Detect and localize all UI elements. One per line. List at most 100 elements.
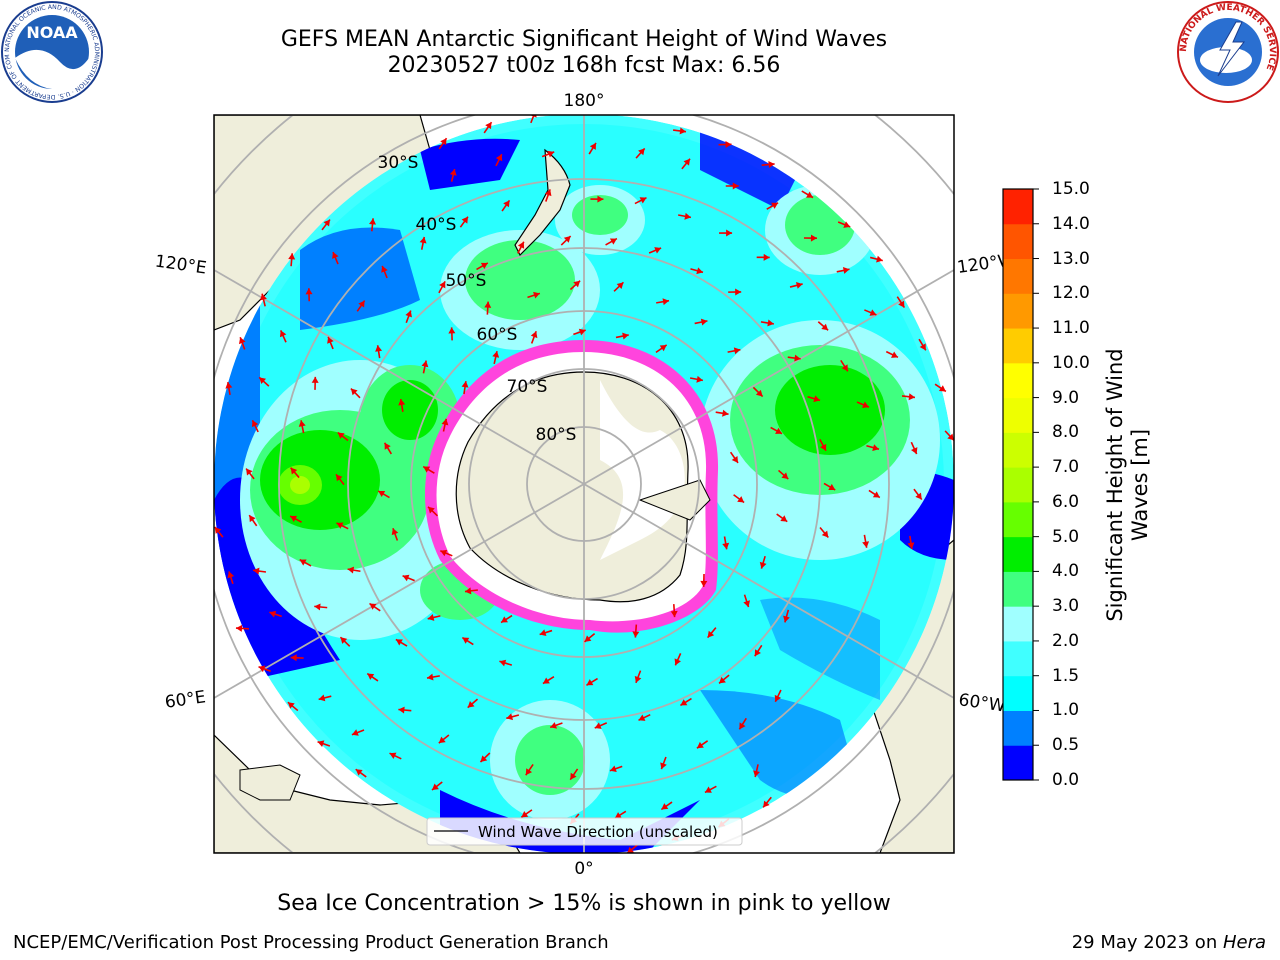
wave-arrow-head [351, 729, 359, 736]
wave-arrow-head [661, 803, 669, 810]
wave-arrow-head [290, 515, 298, 522]
wave-arrow-head [544, 189, 552, 197]
colorbar-segment [1003, 189, 1033, 225]
wave-arrow-head [634, 675, 642, 683]
lon-label-60e: 60°E [164, 687, 207, 712]
wave-arrow-head [428, 506, 435, 514]
wave-arrow-head [384, 442, 391, 450]
colorbar-tick-label: 1.5 [1052, 665, 1080, 686]
wave-arrow-head [821, 323, 829, 331]
wave-arrow-head [448, 327, 456, 334]
wave-arrow-head [768, 161, 775, 168]
lat-label-40s: 40°S [416, 215, 457, 235]
wave-arrow-head [743, 600, 751, 608]
wave-arrow-head [402, 574, 410, 582]
wave-arrow-head [259, 377, 267, 385]
wave-arrow-head [327, 336, 334, 344]
wave-arrow-head [639, 197, 647, 204]
wave-arrow-head [464, 587, 472, 595]
nws-logo: NATIONAL WEATHER SERVICE [1177, 1, 1279, 103]
colorbar-segment [1003, 293, 1033, 329]
wave-arrow-head [674, 658, 681, 666]
wave-arrow-head [485, 122, 492, 130]
colorbar-tick-label: 0.0 [1052, 770, 1080, 790]
wave-arrow-head [616, 282, 624, 290]
wave-arrow-head [842, 267, 850, 274]
wave-arrow-head [305, 288, 313, 295]
wave-arrow-head [680, 699, 688, 706]
colorbar-segment [1003, 432, 1033, 468]
wave-arrow-head [670, 610, 678, 618]
colorbar-segment [1003, 501, 1033, 538]
wave-arrow-head [317, 740, 325, 748]
wave-arrow-head [821, 530, 829, 538]
wave-arrow-head [480, 755, 488, 762]
colorbar-segment [1003, 258, 1033, 294]
colorbar-segment [1003, 223, 1033, 260]
wave-arrow-head [358, 300, 365, 308]
wave-arrow-head [872, 491, 880, 498]
wave-arrow-head [684, 212, 691, 220]
page-title: GEFS MEAN Antarctic Significant Height o… [280, 27, 888, 52]
wave-arrow-head [597, 195, 604, 203]
wave-arrow-head [441, 418, 449, 426]
wave-arrow-head [311, 376, 319, 383]
wave-arrow-head [783, 615, 790, 623]
wave-arrow-head [731, 455, 739, 463]
wave-arrow-head [753, 770, 760, 778]
wave-arrow-head [337, 432, 345, 439]
footer-date-text: 29 May 2023 on [1071, 932, 1223, 953]
wave-arrow-head [336, 474, 343, 482]
lon-label-0: 0° [574, 859, 593, 879]
wave-arrow-head [542, 677, 550, 684]
wave-arrow-head [350, 388, 358, 396]
wave-arrow-head [432, 783, 439, 791]
colorbar-tick-label: 3.0 [1052, 596, 1080, 617]
wave-arrow-head [609, 238, 617, 245]
sea-ice-note: Sea Ice Concentration > 15% is shown in … [277, 891, 891, 916]
wave-arrow-head [530, 331, 538, 339]
wave-arrow-head [440, 138, 447, 146]
colorbar [1003, 188, 1039, 781]
lat-label-30s: 30°S [378, 153, 419, 173]
wave-arrow-head [696, 375, 703, 383]
colorbar-tick-label: 9.0 [1052, 387, 1080, 408]
wave-arrow-head [735, 288, 742, 296]
wave-arrow-head [419, 236, 427, 244]
lon-label-180: 180° [564, 91, 605, 111]
wave-arrow-head [495, 154, 503, 162]
wave-arrow-head [251, 420, 259, 428]
wave-arrow-head [732, 182, 739, 190]
colorbar-tick-label: 4.0 [1052, 561, 1080, 582]
wave-arrow-head [704, 786, 712, 793]
wave-arrow-head [227, 571, 235, 579]
wave-arrow-head [318, 694, 326, 702]
wave-arrow-head [299, 559, 307, 566]
wave-arrow-head [719, 676, 726, 684]
wave-arrow-head [398, 706, 405, 714]
wave-arrow-head [767, 319, 774, 327]
wave-arrow-head [771, 202, 779, 209]
wave-arrow-head [722, 409, 729, 417]
page-subtitle: 20230527 t00z 168h fcst Max: 6.56 [387, 53, 781, 78]
colorbar-segment [1003, 536, 1033, 572]
wave-arrow-head [440, 549, 448, 557]
wave-arrow-head [235, 624, 243, 632]
wave-arrow-head [891, 351, 898, 358]
wave-arrow-head [449, 169, 457, 176]
wave-arrow-head [340, 637, 348, 644]
wave-arrow-head [594, 722, 602, 729]
wave-arrow-head [438, 736, 446, 744]
lat-label-50s: 50°S [446, 271, 487, 291]
colorbar-tick-label: 12.0 [1052, 283, 1090, 304]
colorbar-tick-label: 2.0 [1052, 630, 1080, 651]
wave-arrow-head [521, 811, 529, 818]
colorbar-tick-label: 10.0 [1052, 352, 1090, 373]
wave-arrow-head [627, 846, 634, 853]
wave-arrow-head [722, 542, 730, 550]
wave-arrow-head [246, 468, 253, 476]
wave-arrow-head [369, 218, 376, 225]
wave-arrow-head [323, 219, 330, 227]
wave-arrow-head [584, 635, 592, 642]
